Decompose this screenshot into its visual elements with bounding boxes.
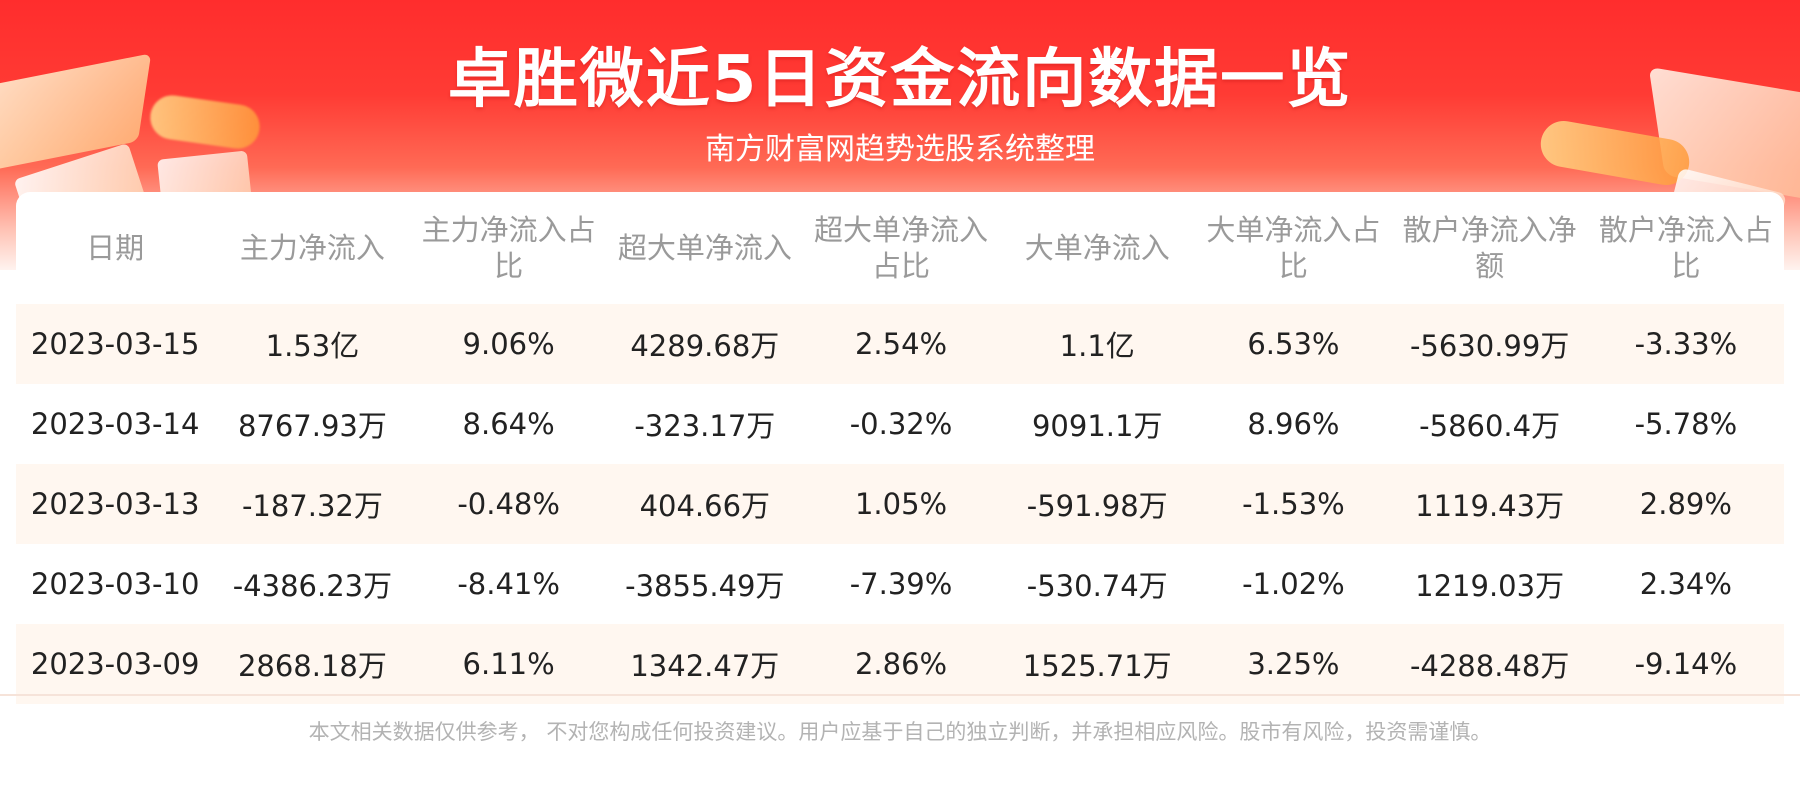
table-row: 2023-03-10 -4386.23万 -8.41% -3855.49万 -7… — [16, 544, 1784, 624]
column-header: 主力净流入占比 — [421, 213, 596, 283]
table-cell: -8.41% — [410, 544, 607, 624]
table-cell: 6.11% — [410, 624, 607, 704]
table-row: 2023-03-09 2868.18万 6.11% 1342.47万 2.86%… — [16, 624, 1784, 704]
table-cell: 2.86% — [802, 624, 1000, 704]
table-cell: -591.98万 — [999, 464, 1196, 544]
table-cell: 2023-03-13 — [16, 464, 215, 544]
table-cell: -530.74万 — [999, 544, 1196, 624]
table-cell: 2.34% — [1587, 544, 1784, 624]
table-cell: -1.02% — [1195, 544, 1392, 624]
table-cell: 2868.18万 — [214, 624, 411, 704]
table-cell: -0.32% — [802, 384, 1000, 464]
table-cell: -3.33% — [1587, 304, 1784, 384]
column-header: 日期 — [86, 231, 145, 265]
column-header: 超大单净流入占比 — [814, 213, 989, 283]
disclaimer-text: 本文相关数据仅供参考， 不对您构成任何投资建议。用户应基于自己的独立判断，并承担… — [308, 720, 1492, 744]
table-cell: 8.96% — [1195, 384, 1392, 464]
table-cell: -4288.48万 — [1391, 624, 1588, 704]
table-cell: 6.53% — [1195, 304, 1392, 384]
table-row: 2023-03-15 1.53亿 9.06% 4289.68万 2.54% 1.… — [16, 304, 1784, 384]
table-cell: -5860.4万 — [1391, 384, 1588, 464]
page-subtitle: 南方财富网趋势选股系统整理 — [705, 132, 1095, 167]
column-header: 主力净流入 — [239, 231, 385, 265]
table-cell: -187.32万 — [214, 464, 411, 544]
table-cell: 1219.03万 — [1391, 544, 1588, 624]
footer-divider — [0, 694, 1800, 696]
table-cell: 2023-03-14 — [16, 384, 215, 464]
table-cell: 1119.43万 — [1391, 464, 1588, 544]
table-cell: 3.25% — [1195, 624, 1392, 704]
table-cell: 9.06% — [410, 304, 607, 384]
capital-flow-table: 日期 主力净流入 主力净流入占比 超大单净流入 超大单净流入占比 大单净流入 大… — [16, 192, 1784, 704]
table-cell: 4289.68万 — [606, 304, 803, 384]
table-cell: 2023-03-09 — [16, 624, 215, 704]
table-cell: -3855.49万 — [606, 544, 803, 624]
table-cell: 1342.47万 — [606, 624, 803, 704]
table-cell: -9.14% — [1587, 624, 1784, 704]
column-header: 散户净流入占比 — [1598, 213, 1773, 283]
column-header: 大单净流入 — [1024, 231, 1170, 265]
table-cell: 404.66万 — [606, 464, 803, 544]
column-header: 超大单净流入 — [617, 231, 792, 265]
table-row: 2023-03-14 8767.93万 8.64% -323.17万 -0.32… — [16, 384, 1784, 464]
table-cell: 1.53亿 — [214, 304, 411, 384]
table-cell: 8767.93万 — [214, 384, 411, 464]
table-cell: -0.48% — [410, 464, 607, 544]
table-cell: -1.53% — [1195, 464, 1392, 544]
table-cell: -323.17万 — [606, 384, 803, 464]
table-cell: 2023-03-15 — [16, 304, 215, 384]
table-cell: 1525.71万 — [999, 624, 1196, 704]
table-cell: -4386.23万 — [214, 544, 411, 624]
table-header-row: 日期 主力净流入 主力净流入占比 超大单净流入 超大单净流入占比 大单净流入 大… — [16, 192, 1784, 304]
table-cell: -5.78% — [1587, 384, 1784, 464]
table-cell: 2.89% — [1587, 464, 1784, 544]
table-cell: 1.05% — [802, 464, 1000, 544]
table-cell: 9091.1万 — [999, 384, 1196, 464]
table-cell: 1.1亿 — [999, 304, 1196, 384]
column-header: 大单净流入占比 — [1206, 213, 1381, 283]
table-cell: -7.39% — [802, 544, 1000, 624]
table-cell: 2.54% — [802, 304, 1000, 384]
table-cell: 2023-03-10 — [16, 544, 215, 624]
table-cell: 8.64% — [410, 384, 607, 464]
table-row: 2023-03-13 -187.32万 -0.48% 404.66万 1.05%… — [16, 464, 1784, 544]
table-cell: -5630.99万 — [1391, 304, 1588, 384]
page-title: 卓胜微近5日资金流向数据一览 — [447, 43, 1353, 117]
column-header: 散户净流入净额 — [1402, 213, 1577, 283]
